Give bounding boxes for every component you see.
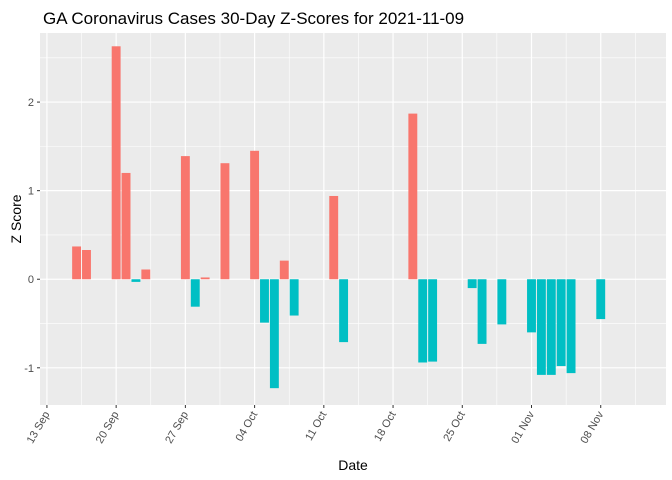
bar-negative [190, 279, 200, 307]
bar-negative [269, 279, 279, 389]
x-tick-label: 25 Oct [441, 410, 468, 444]
bar-negative [596, 279, 606, 320]
y-tick-label: -1 [24, 363, 34, 375]
minor-gridlines [40, 33, 666, 405]
bar-positive [141, 269, 151, 280]
bar-positive [279, 260, 289, 280]
bar-negative [131, 279, 141, 282]
x-tick-label: 20 Sep [94, 410, 122, 446]
bar-positive [72, 246, 82, 280]
bar-negative [536, 279, 546, 375]
bar-positive [180, 156, 190, 280]
bar-negative [260, 279, 269, 323]
bars [72, 46, 606, 389]
bar-positive [250, 150, 260, 280]
bar-negative [339, 279, 349, 343]
y-axis-label: Z Score [8, 194, 24, 243]
bar-negative [289, 279, 299, 316]
x-tick-label: 13 Sep [25, 410, 53, 446]
bar-negative [497, 279, 507, 325]
x-axis: 13 Sep 20 Sep 27 Sep 04 Oct 11 Oct 18 Oct 25 O… [25, 405, 607, 446]
bar-positive [329, 195, 339, 280]
bar-negative [418, 279, 428, 363]
y-tick-label: 0 [28, 274, 34, 286]
bar-positive [121, 172, 131, 280]
y-axis: -1 0 1 2 [24, 97, 40, 375]
x-tick-label: 08 Nov [578, 409, 606, 446]
bar-positive [220, 163, 230, 280]
x-axis-label: Date [338, 457, 368, 473]
bar-negative [467, 279, 477, 289]
bar-negative [477, 279, 487, 344]
bar-negative [556, 279, 566, 367]
bar-negative [527, 279, 536, 333]
bar-positive [408, 113, 418, 280]
x-tick-label: 11 Oct [303, 410, 329, 443]
bar-positive [200, 277, 210, 280]
major-gridlines [40, 33, 666, 405]
y-tick-label: 1 [28, 186, 34, 198]
bar-negative [428, 279, 438, 362]
x-tick-label: 27 Sep [163, 410, 191, 446]
bar-positive [82, 250, 91, 280]
x-tick-label: 04 Oct [234, 410, 261, 444]
bar-negative [546, 279, 556, 375]
chart-title: GA Coronavirus Cases 30-Day Z-Scores for… [43, 9, 464, 28]
x-tick-label: 01 Nov [509, 409, 537, 446]
bar-negative [566, 279, 576, 374]
y-tick-label: 2 [28, 97, 34, 109]
x-tick-label: 18 Oct [372, 410, 399, 444]
bar-positive [111, 46, 121, 280]
